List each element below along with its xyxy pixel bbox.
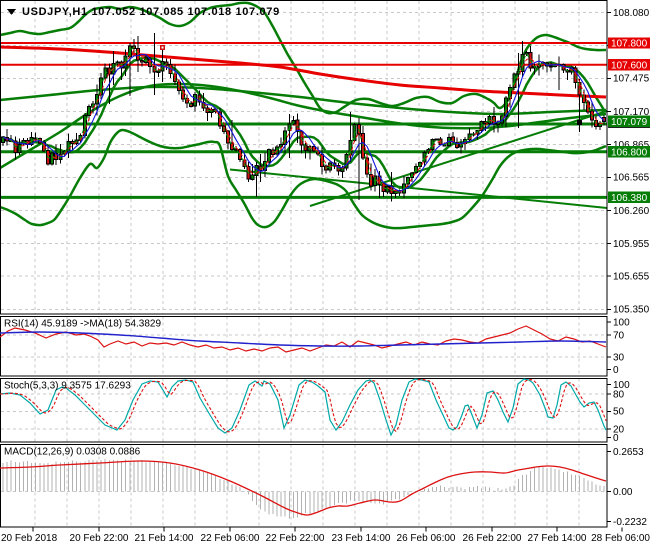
svg-text:20 Feb 22:00: 20 Feb 22:00 — [70, 533, 129, 544]
svg-text:80: 80 — [613, 389, 625, 400]
svg-text:106.565: 106.565 — [613, 173, 650, 184]
svg-text:107.600: 107.600 — [611, 60, 648, 71]
svg-text:28 Feb 06:00: 28 Feb 06:00 — [591, 533, 650, 544]
svg-text:Stoch(5,3,3) 9.3575 17.6293: Stoch(5,3,3) 9.3575 17.6293 — [4, 381, 131, 392]
svg-text:105.350: 105.350 — [613, 305, 650, 316]
svg-text:70: 70 — [613, 330, 625, 341]
svg-text:0.00: 0.00 — [613, 487, 633, 498]
svg-text:107.170: 107.170 — [613, 107, 650, 118]
svg-text:30: 30 — [613, 352, 625, 363]
svg-text:22 Feb 22:00: 22 Feb 22:00 — [266, 533, 325, 544]
svg-text:22 Feb 06:00: 22 Feb 06:00 — [201, 533, 260, 544]
svg-text:0.2653: 0.2653 — [613, 447, 644, 458]
svg-text:106.380: 106.380 — [611, 193, 648, 204]
svg-text:USDJPY,H1 107.052 107.085 107: USDJPY,H1 107.052 107.085 107.018 107.07… — [22, 6, 280, 18]
svg-text:107.800: 107.800 — [611, 39, 648, 50]
svg-text:26 Feb 22:00: 26 Feb 22:00 — [463, 533, 522, 544]
svg-text:20 Feb 2018: 20 Feb 2018 — [1, 533, 58, 544]
svg-text:20: 20 — [613, 425, 625, 436]
svg-text:27 Feb 14:00: 27 Feb 14:00 — [528, 533, 587, 544]
svg-text:108.080: 108.080 — [613, 8, 650, 19]
svg-text:26 Feb 06:00: 26 Feb 06:00 — [397, 533, 456, 544]
svg-text:106.865: 106.865 — [613, 140, 650, 151]
svg-text:RSI(14) 45.9189 ->MA(18) 54.3: RSI(14) 45.9189 ->MA(18) 54.3829 — [4, 319, 161, 330]
svg-text:MACD(12,26,9) 0.0308 0.0886: MACD(12,26,9) 0.0308 0.0886 — [4, 447, 141, 458]
svg-text:100: 100 — [613, 317, 630, 328]
svg-text:100: 100 — [613, 380, 630, 391]
svg-text:105.655: 105.655 — [613, 272, 650, 283]
svg-text:0: 0 — [613, 433, 619, 444]
svg-text:23 Feb 14:00: 23 Feb 14:00 — [332, 533, 391, 544]
svg-text:105.955: 105.955 — [613, 239, 650, 250]
svg-text:-0.2232: -0.2232 — [613, 517, 647, 528]
svg-text:106.800: 106.800 — [611, 147, 648, 158]
svg-text:106.260: 106.260 — [613, 206, 650, 217]
svg-text:107.475: 107.475 — [613, 74, 650, 85]
svg-text:0: 0 — [613, 365, 619, 376]
svg-text:21 Feb 14:00: 21 Feb 14:00 — [135, 533, 194, 544]
svg-text:50: 50 — [613, 407, 625, 418]
svg-text:107.079: 107.079 — [611, 117, 648, 128]
